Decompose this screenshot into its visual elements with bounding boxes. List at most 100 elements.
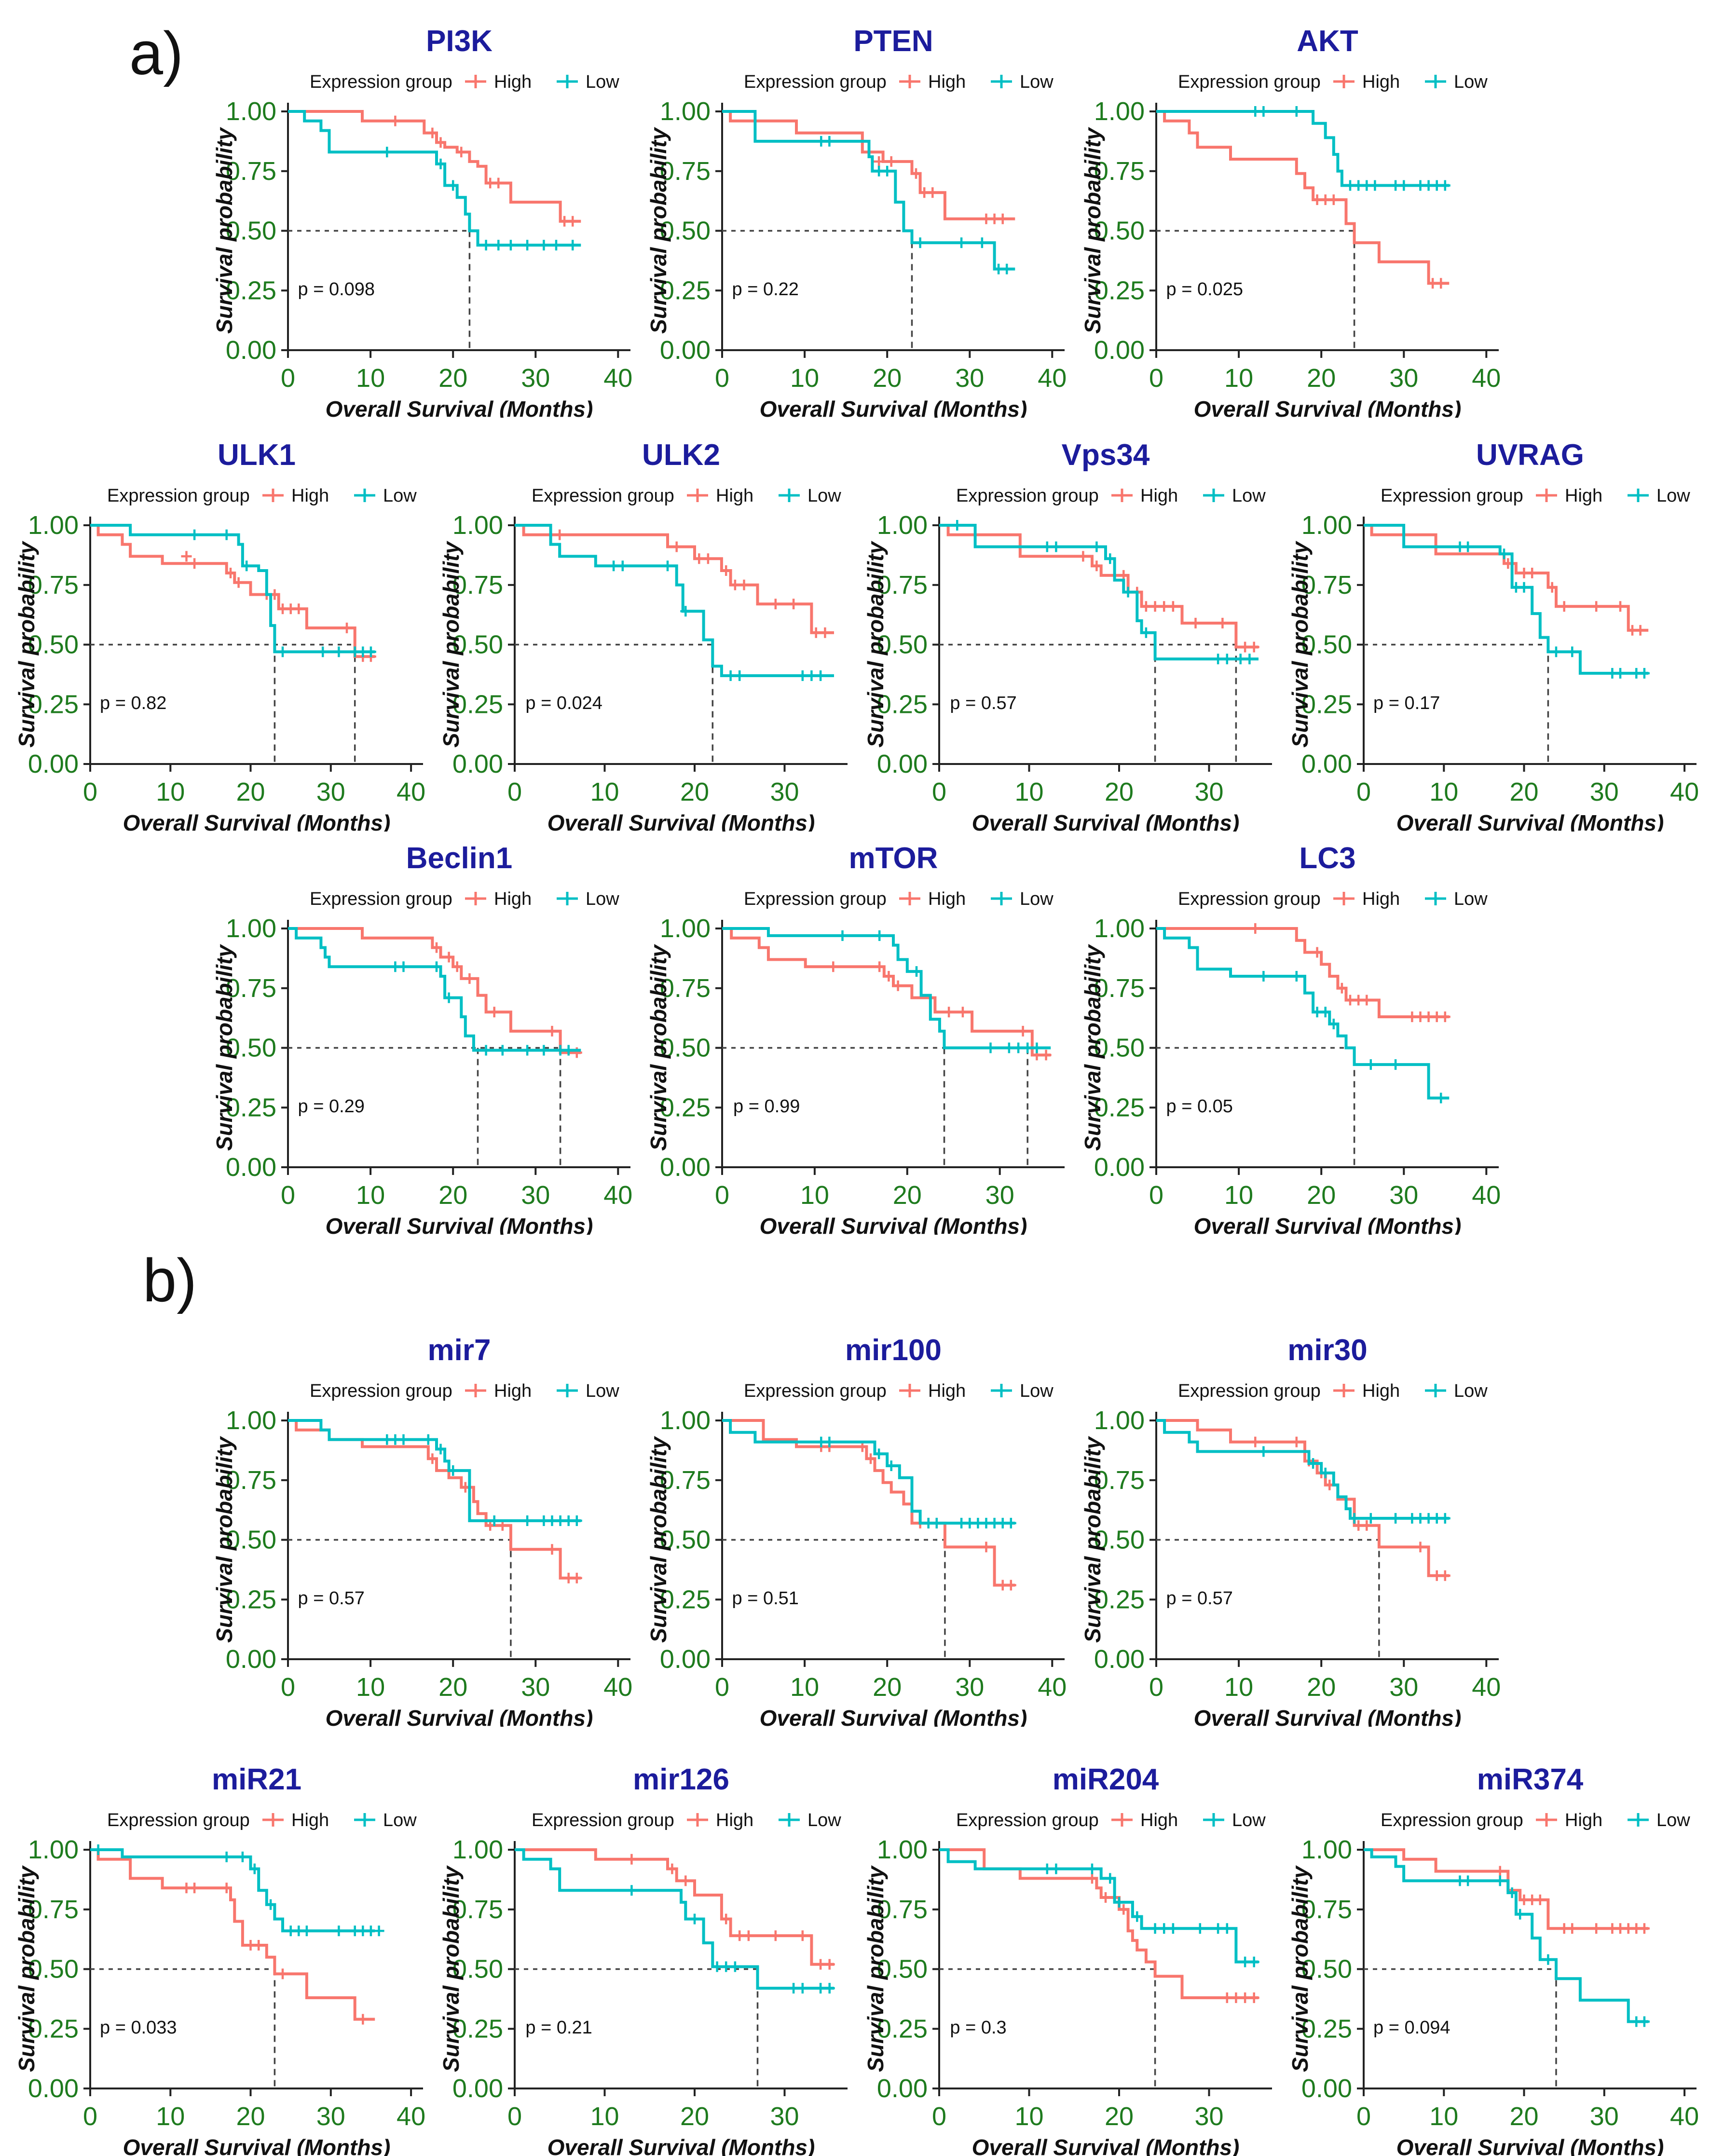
legend-low-cross-icon	[557, 892, 578, 905]
legend-high-label: High	[1362, 1381, 1400, 1401]
panel-label-a: a)	[129, 19, 184, 87]
legend: Expression group High Low	[107, 486, 417, 506]
y-tick-label: 0.00	[1094, 336, 1145, 365]
high-censor-marks	[816, 1441, 1016, 1591]
plot-row-1: ULK1 Expression group High Low 1.00 0.75 0.50 0…	[0, 431, 1724, 832]
y-tick-label: 0.50	[877, 1955, 928, 1984]
y-axis-label: Survival probability	[646, 944, 671, 1151]
y-axis-label: Survival probability	[646, 1436, 671, 1643]
low-curve	[1364, 1848, 1649, 2023]
x-tick-label: 40	[1670, 2102, 1699, 2131]
y-tick-label: 0.75	[226, 1466, 276, 1495]
legend-low-cross-icon	[1203, 1813, 1224, 1827]
x-tick-label: 20	[1105, 778, 1134, 806]
y-tick-label: 0.25	[660, 276, 711, 305]
y-tick-label: 0.75	[452, 571, 503, 600]
high-curve	[722, 927, 1051, 1057]
y-axis-label: Survival probability	[212, 944, 237, 1151]
y-axis-label: Survival probability	[212, 1436, 237, 1643]
legend-high-label: High	[494, 1381, 532, 1401]
legend-low-cross-icon	[991, 1384, 1012, 1397]
high-curve	[288, 927, 581, 1054]
high-censor-marks	[1312, 194, 1447, 289]
legend-title: Expression group	[744, 72, 887, 92]
high-censor-marks	[874, 156, 1008, 224]
y-tick-label: 1.00	[226, 97, 276, 126]
x-tick-label: 30	[521, 1673, 550, 1702]
legend: Expression group High Low	[956, 1810, 1266, 1830]
survival-plot-ULK1: ULK1 Expression group High Low 1.00 0.75 0.50 0…	[14, 438, 425, 832]
legend: Expression group High Low	[107, 1810, 417, 1830]
axis-lines	[1155, 1412, 1499, 1660]
legend-low-cross-icon	[1425, 75, 1446, 88]
x-tick-label: 10	[1429, 2102, 1458, 2131]
legend-low-label: Low	[383, 486, 417, 506]
y-tick-label: 0.75	[877, 1895, 928, 1924]
x-tick-label: 10	[800, 1181, 829, 1210]
plot-row-2: Beclin1 Expression group High Low 1.00 0.75 0.…	[0, 834, 1724, 1235]
legend-low-label: Low	[586, 72, 619, 92]
x-tick-label: 30	[316, 2102, 345, 2131]
x-tick-label: 30	[955, 1673, 984, 1702]
y-tick-label: 0.00	[877, 750, 928, 778]
y-tick-label: 0.25	[452, 2014, 503, 2043]
x-tick-label: 10	[356, 364, 385, 393]
x-axis-label: Overall Survival (Months)	[1396, 2135, 1664, 2156]
survival-plot-mir30: mir30 Expression group High Low 1.00 0.75 0.50…	[1080, 1334, 1501, 1727]
x-axis-label: Overall Survival (Months)	[972, 2135, 1240, 2156]
legend-high-cross-icon	[1333, 892, 1355, 905]
y-tick-label: 0.75	[226, 974, 276, 1003]
low-curve	[90, 524, 375, 654]
legend-high-cross-icon	[899, 1384, 920, 1397]
axis-lines	[721, 1412, 1065, 1660]
high-curve	[939, 1848, 1259, 1999]
legend-high-label: High	[291, 1810, 329, 1830]
p-value-label: p = 0.17	[1373, 693, 1440, 713]
legend-low-label: Low	[1454, 72, 1488, 92]
legend-high-label: High	[1565, 486, 1602, 506]
plot-title: mir7	[428, 1334, 491, 1367]
y-tick-label: 0.75	[1094, 157, 1145, 186]
p-value-label: p = 0.094	[1373, 2018, 1450, 2038]
legend-low-label: Low	[1020, 889, 1054, 909]
survival-plot-mTOR: mTOR Expression group High Low 1.00 0.75 0.50 0…	[646, 842, 1065, 1235]
legend: Expression group High Low	[310, 72, 619, 92]
low-censor-marks	[816, 1436, 1016, 1528]
x-axis-label: Overall Survival (Months)	[326, 1706, 593, 1727]
y-tick-label: 0.25	[28, 2014, 79, 2043]
survival-plot-LC3: LC3 Expression group High Low 1.00 0.75 0.50 0.…	[1080, 842, 1501, 1235]
y-tick-label: 0.25	[877, 690, 928, 719]
plot-title: PI3K	[426, 25, 493, 58]
legend: Expression group High Low	[1178, 1381, 1488, 1401]
y-tick-label: 0.50	[1301, 1955, 1352, 1984]
plot-title: LC3	[1299, 842, 1355, 875]
x-tick-label: 40	[1038, 1673, 1067, 1702]
x-tick-label: 0	[715, 364, 729, 393]
axis-lines	[287, 1412, 630, 1660]
survival-plot-Beclin1: Beclin1 Expression group High Low 1.00 0.75 0.…	[212, 842, 632, 1235]
x-tick-label: 10	[790, 364, 819, 393]
low-censor-marks	[1258, 1446, 1450, 1524]
x-tick-label: 20	[438, 1181, 467, 1210]
low-curve	[90, 1848, 375, 1933]
y-tick-label: 0.50	[28, 630, 79, 659]
p-value-label: p = 0.99	[733, 1096, 800, 1117]
y-tick-label: 0.75	[1301, 1895, 1352, 1924]
legend-high-label: High	[928, 72, 966, 92]
plot-title: Beclin1	[406, 842, 513, 875]
y-tick-label: 0.00	[660, 1153, 711, 1182]
high-censor-marks	[390, 115, 578, 227]
axis-lines	[1363, 1841, 1697, 2089]
y-tick-label: 0.25	[226, 1585, 276, 1614]
x-tick-label: 30	[1590, 2102, 1619, 2131]
survival-plot-Vps34: Vps34 Expression group High Low 1.00 0.75 0.50…	[863, 438, 1272, 832]
y-tick-label: 0.25	[226, 1093, 276, 1122]
y-tick-label: 0.50	[877, 630, 928, 659]
low-censor-marks	[1041, 1863, 1259, 1967]
low-curve	[939, 1848, 1259, 1964]
legend-high-cross-icon	[262, 1813, 284, 1827]
legend-title: Expression group	[744, 1381, 887, 1401]
high-curve	[1364, 524, 1649, 632]
low-censor-marks	[626, 1885, 835, 1994]
low-censor-marks	[1454, 1875, 1650, 2027]
